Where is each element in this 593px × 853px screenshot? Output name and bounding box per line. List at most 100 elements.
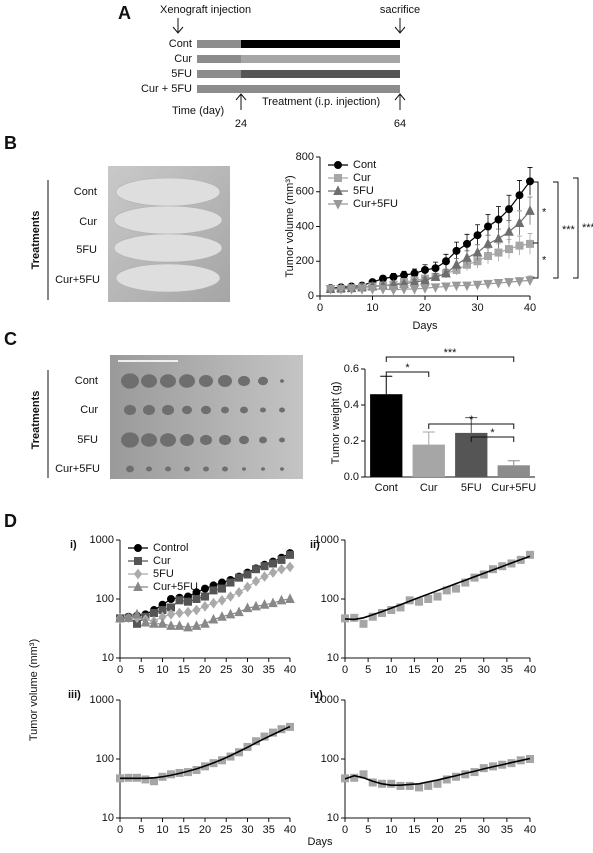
point	[424, 595, 433, 603]
point	[201, 584, 209, 593]
point	[251, 600, 261, 611]
axis-line	[344, 700, 530, 819]
point	[505, 245, 513, 254]
tumors	[118, 360, 285, 473]
point	[441, 267, 451, 278]
panel-label: C	[4, 329, 17, 349]
x-tick-label: 20	[199, 664, 211, 676]
point	[515, 241, 524, 250]
treatment-bar	[241, 40, 400, 48]
point	[484, 222, 492, 231]
x-tick-label: 5	[138, 664, 144, 676]
tumor	[280, 379, 284, 383]
point	[452, 584, 460, 593]
tumor	[160, 433, 176, 447]
y-tick-label: 1000	[315, 694, 339, 706]
x-tick-label: Cur+5FU	[491, 482, 536, 494]
legend-marker	[334, 174, 342, 182]
x-tick-label: 30	[241, 824, 253, 836]
y-axis-label: Tumor volume (mm³)	[284, 175, 296, 277]
axis-line	[119, 700, 290, 819]
point	[420, 284, 430, 294]
arrow	[172, 18, 184, 34]
y-tick-label: 600	[296, 186, 314, 198]
tumor	[240, 406, 248, 414]
pre-treatment-bar	[197, 40, 241, 48]
point	[234, 606, 244, 617]
series-line	[120, 725, 291, 780]
point	[166, 609, 176, 620]
point	[525, 276, 535, 286]
y-tick-label: 100	[96, 593, 114, 605]
y-axis-label: Tumor volume (mm³)	[28, 639, 40, 741]
day-label: 24	[235, 118, 247, 130]
x-axis-label: Days	[307, 836, 333, 848]
point	[276, 594, 287, 605]
chart: 10 100 1000 0 5 10 15 20 25 30 35 40 iv)	[310, 689, 536, 836]
point	[269, 559, 277, 568]
x-tick-label: 10	[156, 824, 168, 836]
point	[357, 285, 367, 295]
y-tick-label: 0	[308, 290, 314, 302]
chart: 10 100 1000 0 5 10 15 20 25 30 35 40 iii)	[68, 689, 296, 836]
row-label: Cur	[80, 404, 98, 416]
point	[226, 578, 235, 587]
tumor	[180, 434, 194, 446]
tumor	[279, 407, 285, 413]
row-label: Cur + 5FU	[141, 83, 192, 95]
x-tick-label: 5FU	[461, 482, 482, 494]
point	[424, 781, 433, 790]
significance-label: *	[542, 254, 547, 266]
tumor	[179, 374, 195, 388]
significance-label: ***	[562, 224, 576, 236]
x-tick-label: 40	[524, 302, 536, 314]
point	[277, 563, 286, 575]
x-tick-label: 0	[117, 824, 123, 836]
point	[525, 205, 535, 215]
point	[325, 285, 336, 295]
x-tick-label: 30	[478, 824, 490, 836]
point	[140, 616, 151, 627]
point	[286, 550, 294, 559]
x-tick-label: 30	[478, 664, 490, 676]
point	[175, 596, 184, 605]
point	[115, 612, 125, 623]
x-tick-label: 15	[408, 824, 420, 836]
x-tick-label: 25	[220, 664, 232, 676]
point	[405, 781, 414, 790]
tumor	[261, 467, 265, 471]
point	[420, 274, 430, 285]
x-tick-label: 10	[156, 664, 168, 676]
significance-bracket	[573, 177, 579, 279]
point	[359, 619, 368, 628]
point	[243, 570, 252, 579]
y-tick-label: 10	[102, 652, 114, 664]
y-tick-label: 10	[327, 652, 339, 664]
significance-bracket	[428, 423, 515, 429]
panel-label: A	[118, 3, 131, 23]
significance-label: ***	[582, 222, 593, 234]
row-label: 5FU	[171, 68, 192, 80]
panel-label: iv)	[310, 689, 323, 701]
bar	[412, 444, 445, 477]
pre-treatment-bar	[197, 55, 241, 63]
legend-marker	[134, 544, 142, 552]
x-tick-label: 25	[455, 824, 467, 836]
point	[243, 581, 252, 593]
point	[421, 265, 429, 274]
tumor	[124, 404, 136, 416]
error-bar	[380, 375, 393, 395]
point	[285, 593, 295, 603]
point	[132, 608, 142, 619]
row-label: Cont	[169, 38, 192, 50]
point	[493, 233, 504, 243]
tumor	[165, 466, 171, 472]
point	[378, 285, 388, 295]
significance-bracket	[533, 242, 539, 279]
significance-bracket	[470, 436, 515, 442]
point	[350, 773, 359, 782]
point	[209, 586, 218, 595]
mouse	[115, 177, 221, 207]
row-label: Cur	[79, 216, 97, 228]
